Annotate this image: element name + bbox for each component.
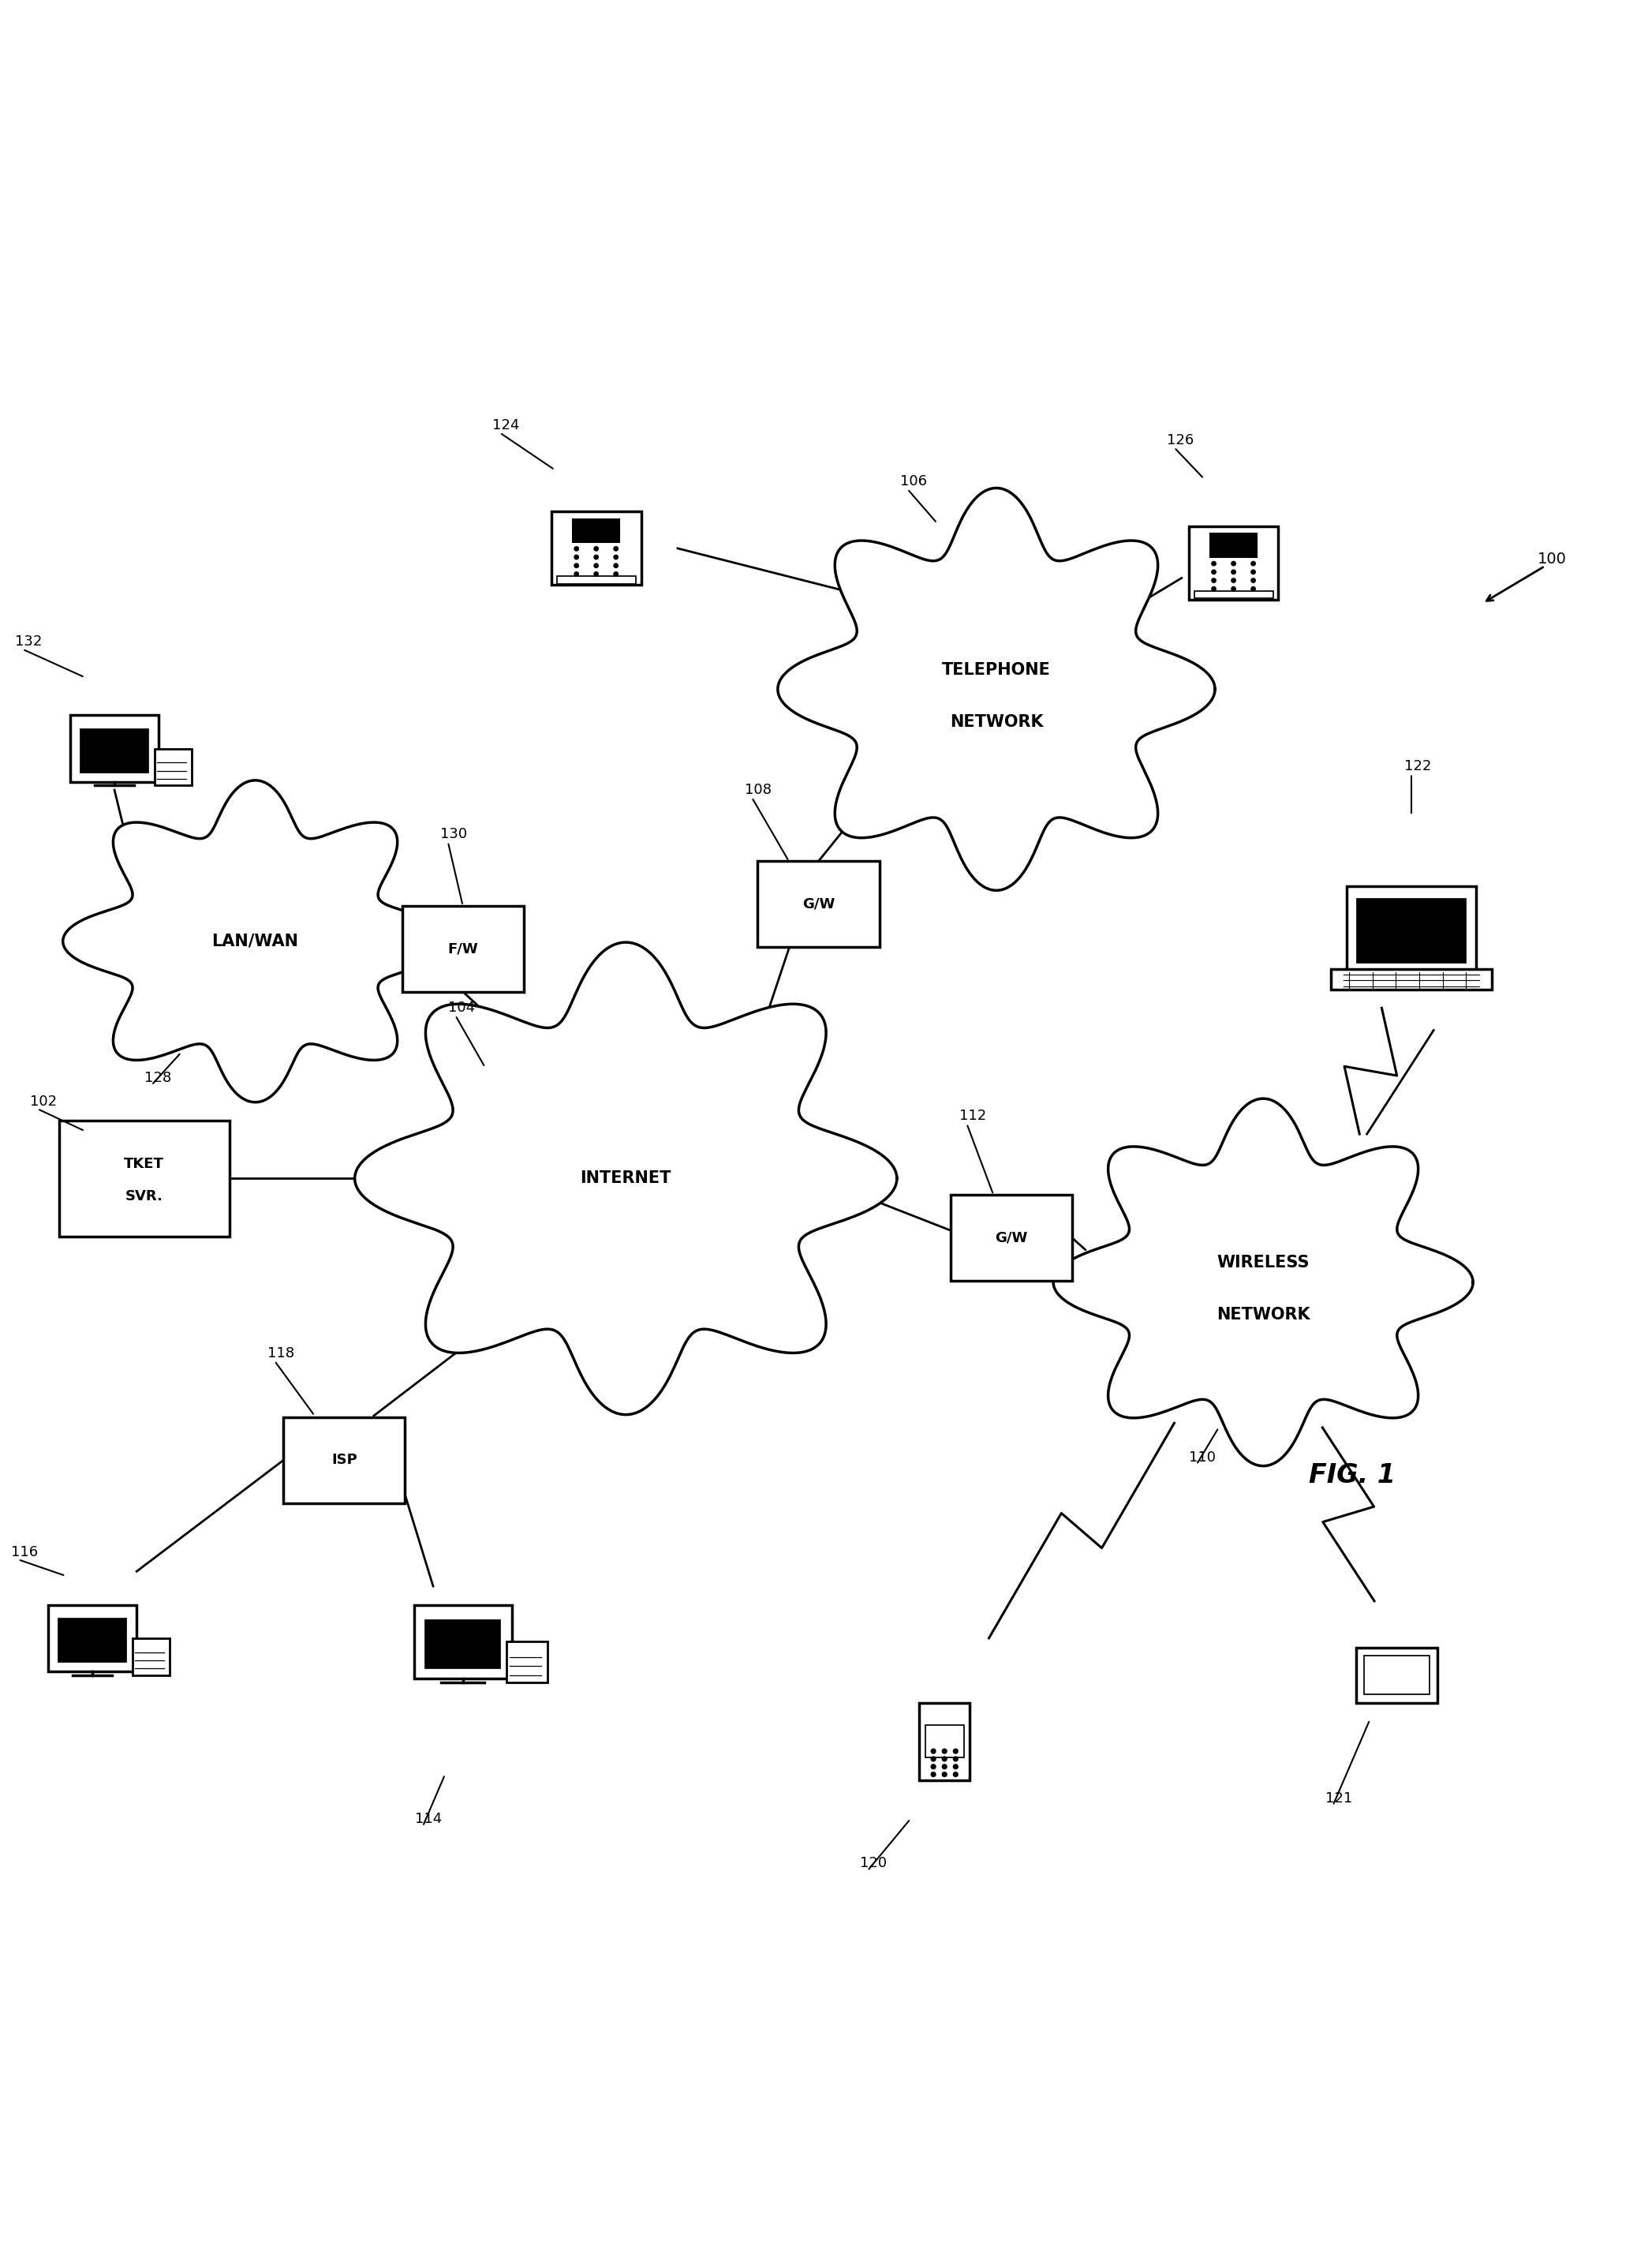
Circle shape [614,556,619,560]
FancyBboxPatch shape [1188,526,1278,599]
Circle shape [953,1771,958,1776]
Text: WIRELESS: WIRELESS [1216,1254,1310,1270]
FancyBboxPatch shape [1357,898,1467,962]
Circle shape [1211,578,1216,583]
Text: 110: 110 [1188,1449,1216,1465]
Circle shape [1231,578,1236,583]
FancyBboxPatch shape [70,714,159,782]
FancyBboxPatch shape [573,519,619,542]
Circle shape [943,1749,946,1753]
Circle shape [1211,569,1216,574]
Text: 112: 112 [959,1109,987,1123]
Circle shape [614,562,619,567]
Text: FIG. 1: FIG. 1 [1308,1463,1395,1488]
FancyBboxPatch shape [403,905,524,991]
Circle shape [614,572,619,576]
FancyBboxPatch shape [1355,1647,1437,1703]
FancyBboxPatch shape [414,1606,512,1678]
FancyBboxPatch shape [47,1606,136,1672]
Text: 116: 116 [11,1545,38,1558]
Text: 121: 121 [1326,1792,1352,1805]
Text: 120: 120 [859,1855,887,1871]
FancyBboxPatch shape [951,1195,1072,1281]
Text: LAN/WAN: LAN/WAN [211,934,298,948]
Circle shape [1251,587,1256,592]
Text: G/W: G/W [802,898,835,912]
FancyBboxPatch shape [80,728,149,771]
Polygon shape [1053,1098,1473,1465]
Circle shape [594,562,598,567]
Text: 100: 100 [1537,551,1567,567]
FancyBboxPatch shape [557,576,635,583]
Circle shape [1251,569,1256,574]
FancyBboxPatch shape [283,1418,404,1504]
FancyBboxPatch shape [925,1726,964,1758]
Circle shape [931,1771,936,1776]
FancyBboxPatch shape [920,1703,969,1780]
FancyBboxPatch shape [59,1120,229,1236]
FancyBboxPatch shape [154,748,192,785]
Circle shape [1251,578,1256,583]
Polygon shape [62,780,447,1102]
FancyBboxPatch shape [507,1642,547,1683]
Polygon shape [778,488,1215,891]
FancyBboxPatch shape [552,513,642,585]
Circle shape [1211,562,1216,565]
Circle shape [931,1765,936,1769]
Circle shape [931,1749,936,1753]
Circle shape [943,1771,946,1776]
Text: 104: 104 [449,1000,475,1016]
Circle shape [575,547,578,551]
FancyBboxPatch shape [426,1619,499,1667]
Text: 132: 132 [15,635,43,649]
FancyBboxPatch shape [133,1637,169,1676]
Text: 122: 122 [1405,760,1431,773]
Circle shape [953,1749,958,1753]
Circle shape [1231,562,1236,565]
Text: 102: 102 [29,1093,57,1109]
Circle shape [575,572,578,576]
Text: 118: 118 [267,1347,295,1361]
Circle shape [1231,569,1236,574]
FancyBboxPatch shape [1364,1656,1429,1694]
Text: TKET: TKET [124,1157,164,1170]
Text: 106: 106 [900,474,927,488]
Polygon shape [355,941,897,1415]
Circle shape [575,562,578,567]
Text: NETWORK: NETWORK [949,714,1043,730]
Text: 124: 124 [493,417,519,433]
Text: SVR.: SVR. [124,1188,164,1204]
Circle shape [943,1765,946,1769]
Circle shape [594,556,598,560]
Text: 128: 128 [144,1070,172,1084]
Circle shape [943,1758,946,1762]
FancyBboxPatch shape [758,862,879,948]
Circle shape [614,547,619,551]
Circle shape [575,556,578,560]
Circle shape [594,547,598,551]
Text: G/W: G/W [995,1232,1028,1245]
Circle shape [1251,562,1256,565]
Text: INTERNET: INTERNET [579,1170,671,1186]
FancyBboxPatch shape [1193,592,1274,599]
Text: 114: 114 [416,1812,442,1826]
FancyBboxPatch shape [59,1619,126,1662]
Circle shape [1231,587,1236,592]
Text: 108: 108 [745,782,771,796]
Text: 126: 126 [1167,433,1193,447]
FancyBboxPatch shape [1210,533,1257,558]
FancyBboxPatch shape [1346,887,1477,971]
Circle shape [931,1758,936,1762]
Text: TELEPHONE: TELEPHONE [941,662,1051,678]
Text: NETWORK: NETWORK [1216,1306,1310,1322]
Circle shape [953,1765,958,1769]
Circle shape [594,572,598,576]
Text: 130: 130 [440,828,468,841]
Circle shape [1211,587,1216,592]
FancyBboxPatch shape [1331,968,1491,989]
Circle shape [953,1758,958,1762]
Text: ISP: ISP [331,1454,357,1467]
Text: F/W: F/W [447,941,478,955]
